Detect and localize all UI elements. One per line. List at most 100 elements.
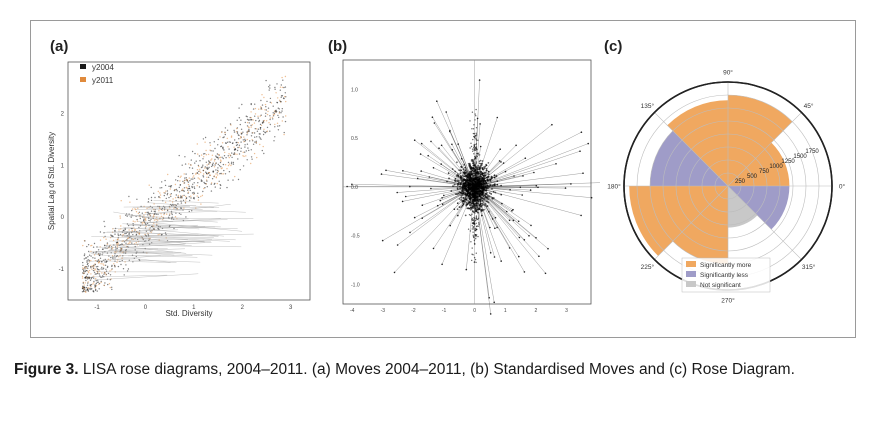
data-point — [473, 218, 476, 220]
data-point — [236, 144, 239, 146]
ray-end-point — [393, 271, 396, 274]
data-point — [266, 100, 268, 103]
data-point — [471, 219, 473, 221]
data-point — [236, 153, 238, 155]
caption-text: LISA rose diagrams, 2004–2011. (a) Moves… — [82, 361, 795, 378]
data-point — [470, 204, 473, 207]
data-point — [140, 222, 142, 224]
ray-end-point — [478, 79, 481, 81]
data-point — [148, 239, 150, 242]
data-point — [177, 196, 179, 198]
data-point — [88, 277, 90, 280]
move-line — [121, 225, 198, 234]
data-point — [479, 193, 481, 196]
ray-end-point — [537, 186, 539, 189]
data-point — [104, 258, 106, 261]
ray-end-point — [496, 116, 499, 119]
data-point — [103, 264, 105, 266]
data-point — [129, 242, 131, 244]
data-point — [487, 175, 490, 178]
data-point — [186, 178, 188, 181]
panel-c-legend: Significantly more Significantly less No… — [681, 257, 771, 293]
data-point — [86, 260, 88, 262]
data-point — [88, 276, 90, 278]
data-point — [472, 199, 474, 202]
data-point — [188, 196, 190, 198]
ray-end-point — [535, 237, 537, 239]
data-point — [246, 131, 248, 133]
data-point — [246, 125, 249, 127]
data-point — [454, 170, 457, 173]
data-point — [202, 164, 204, 166]
data-point — [475, 139, 478, 141]
move-line — [122, 226, 224, 237]
data-point — [474, 258, 477, 261]
move-line — [117, 239, 213, 246]
data-point — [133, 243, 136, 245]
data-point — [475, 186, 477, 189]
ray-end-point — [481, 214, 483, 217]
caption-label: Figure 3. — [14, 361, 79, 378]
data-point — [485, 169, 488, 172]
data-point — [144, 223, 147, 225]
data-point — [472, 219, 475, 221]
data-point — [238, 138, 240, 140]
data-point — [464, 214, 467, 217]
data-point — [221, 156, 223, 158]
data-point — [223, 169, 225, 172]
data-point — [472, 132, 475, 135]
data-point — [474, 164, 476, 166]
data-point — [213, 183, 215, 185]
data-point — [260, 114, 262, 116]
data-point — [483, 173, 486, 175]
data-point — [164, 206, 166, 209]
data-point — [268, 86, 270, 88]
data-point — [201, 194, 204, 197]
data-point — [478, 204, 481, 207]
data-point — [191, 210, 193, 212]
data-point — [201, 166, 204, 168]
data-point — [468, 183, 470, 186]
data-point — [259, 115, 261, 117]
data-point — [157, 205, 159, 208]
data-point — [193, 177, 196, 179]
data-point — [127, 268, 130, 270]
data-point — [488, 210, 490, 213]
data-point — [476, 194, 478, 196]
data-point — [82, 264, 84, 267]
data-point — [84, 282, 86, 284]
data-point — [157, 190, 159, 193]
move-line — [94, 273, 199, 281]
x-tick-label: 0 — [144, 305, 148, 311]
data-point — [87, 259, 89, 261]
move-line — [139, 206, 220, 208]
legend-swatch-not-significant — [686, 281, 696, 287]
data-point — [237, 142, 239, 144]
data-point — [163, 194, 165, 197]
data-point — [475, 185, 477, 187]
data-point — [478, 162, 481, 164]
data-point — [476, 185, 478, 187]
data-point — [245, 115, 247, 117]
ray-end-point — [439, 199, 442, 202]
data-point — [473, 171, 475, 173]
data-point — [207, 176, 210, 178]
data-point — [196, 185, 198, 187]
data-point — [244, 151, 246, 153]
data-point — [206, 172, 208, 174]
data-point — [197, 164, 200, 167]
data-point — [279, 86, 282, 88]
data-point — [128, 234, 130, 236]
data-point — [239, 123, 241, 126]
data-point — [85, 257, 88, 259]
data-point — [479, 159, 482, 162]
data-point — [227, 146, 229, 148]
data-point — [96, 281, 98, 283]
data-point — [250, 149, 252, 151]
data-point — [181, 164, 183, 166]
data-point — [110, 269, 113, 271]
rose-angle-label: 180° — [607, 183, 621, 191]
ray-end-point — [479, 145, 482, 148]
data-point — [479, 172, 482, 175]
data-point — [99, 253, 101, 255]
